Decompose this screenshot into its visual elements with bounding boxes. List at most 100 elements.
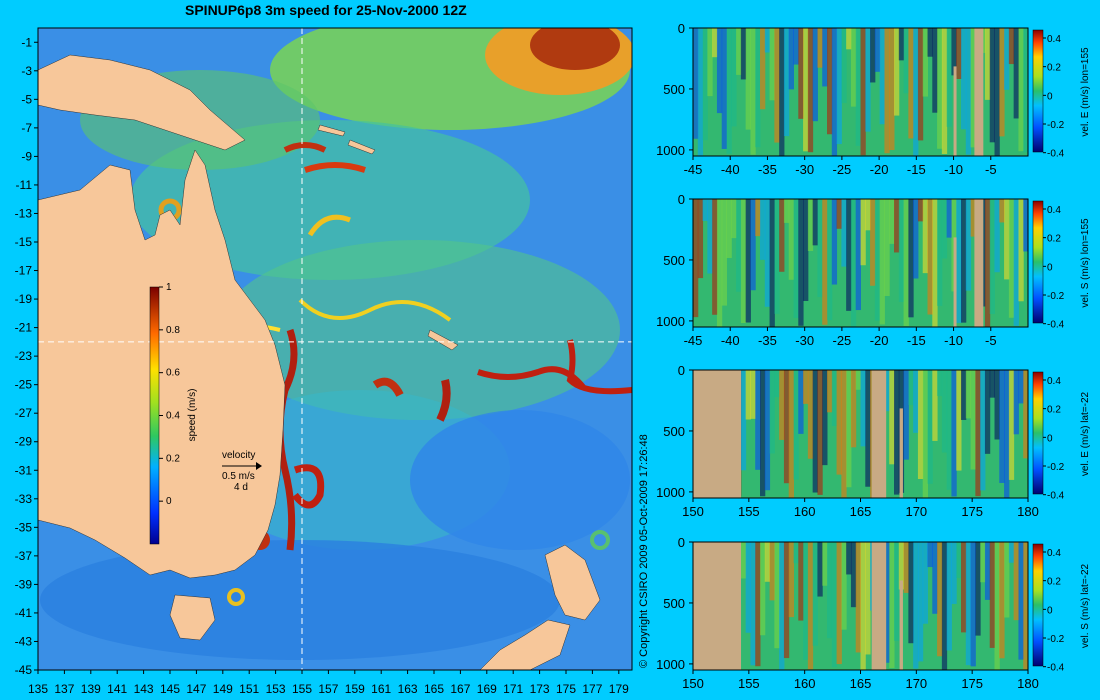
section-streak [779, 542, 785, 670]
section-streak [817, 28, 823, 68]
section-streak [994, 199, 1000, 273]
map-y-tick-label: -25 [15, 378, 33, 392]
map-x-tick-label: 179 [609, 682, 629, 696]
section-streak [941, 542, 948, 670]
map-y-tick-label: -1 [21, 35, 32, 49]
section-streak [922, 28, 928, 97]
section-streak [889, 370, 895, 465]
section-streak [951, 542, 957, 604]
section-streak [850, 370, 857, 448]
section-streak [836, 370, 842, 475]
section-streak [937, 28, 943, 149]
map-colorbar: 0 0.2 0.4 0.6 0.8 1 speed (m/s) [149, 282, 198, 545]
section-x-tick-label: 175 [961, 676, 983, 691]
section-colorbar-tick-label: -0.2 [1047, 291, 1065, 302]
section-streak [841, 542, 847, 630]
map-y-tick-label: -5 [21, 92, 32, 106]
section-streak [755, 542, 761, 667]
section-streak [922, 199, 928, 274]
section-streak [865, 199, 871, 231]
map-y-ticks: -1 -3 -5 -7 -9 -11 -13 -15 -17 -19 -21 -23 -25 -27 -29… [15, 35, 38, 677]
section-x-tick-label: 165 [850, 676, 872, 691]
section-streak [999, 370, 1005, 483]
section-x-tick-label: 155 [738, 504, 760, 519]
section-streak [994, 370, 1000, 440]
section-streak [774, 199, 780, 314]
section-streak [1018, 199, 1024, 302]
section-streak [803, 199, 809, 301]
section-y-tick-label: 1000 [656, 314, 685, 329]
section-colorbar-tick-label: 0.4 [1047, 548, 1061, 559]
section-streak [740, 199, 747, 324]
section-streak [788, 542, 794, 618]
section-streak [783, 542, 790, 659]
section-streak [760, 542, 766, 636]
section-streak [783, 370, 790, 484]
section-streak [855, 28, 861, 146]
section-colorbar-tick-label: -0.4 [1047, 491, 1065, 502]
section-streak [827, 28, 833, 135]
section-streak [726, 28, 732, 154]
section-streak [841, 28, 847, 104]
section-streak [827, 199, 833, 321]
section-frame [692, 198, 1029, 328]
map-x-tick-label: 155 [292, 682, 312, 696]
section-colorbar-tick-label: -0.2 [1047, 634, 1065, 645]
section-colorbar [1032, 371, 1044, 495]
section-streak [903, 370, 909, 460]
section-x-tick-label: -40 [721, 333, 740, 348]
section-streak [879, 199, 885, 325]
section-colorbar [1032, 200, 1044, 324]
section-x-tick-label: -25 [832, 162, 851, 177]
section-colorbar [1032, 543, 1044, 667]
section-streak [975, 542, 981, 636]
section-streak [874, 28, 881, 72]
section-streak [740, 542, 747, 579]
copyright-text: © Copyright CSIRO 2009 05-Oct-2009 17:26… [638, 434, 650, 668]
map-y-tick-label: -19 [15, 292, 33, 306]
section-streak [831, 28, 838, 156]
section-streak [822, 370, 828, 466]
section-streak [807, 199, 814, 251]
section-streak [1013, 28, 1019, 119]
section-x-tick-label: -45 [684, 162, 703, 177]
map-frame [37, 27, 633, 671]
section-streak [846, 370, 852, 488]
section-streak [956, 199, 962, 323]
section-y-tick-label: 500 [663, 596, 685, 611]
section-colorbar-tick-label: -0.4 [1047, 320, 1065, 331]
map-y-tick-label: -27 [15, 406, 33, 420]
section-x-tick-label: 160 [794, 676, 816, 691]
map-y-tick-label: -31 [15, 463, 33, 477]
section-streak [846, 28, 852, 50]
map-y-tick-label: -29 [15, 435, 33, 449]
map-y-tick-label: -13 [15, 206, 33, 220]
section-streak [721, 199, 727, 306]
map-y-tick-label: -21 [15, 321, 33, 335]
colorbar-tick-label: 0.8 [166, 325, 180, 336]
section-streak [841, 370, 847, 498]
map-x-tick-label: 161 [371, 682, 391, 696]
section-colorbar-label: vel. S (m/s) lat=-22 [1080, 563, 1091, 648]
section-streak [999, 199, 1005, 223]
section-streak [812, 28, 818, 122]
map-x-tick-label: 139 [81, 682, 101, 696]
section-streak [779, 199, 785, 272]
section-streak [774, 28, 780, 143]
section-streak [999, 542, 1005, 659]
section-streak [941, 199, 948, 259]
section-streak [836, 542, 842, 665]
section-land [899, 408, 903, 498]
section-streak [740, 28, 747, 80]
section-streak [984, 542, 991, 600]
section-streak [1008, 370, 1015, 480]
section-x-tick-label: 180 [1017, 504, 1039, 519]
section-streak [898, 542, 905, 590]
section-streak [1018, 370, 1024, 404]
section-streak [855, 542, 861, 653]
section-streak [946, 542, 952, 651]
section-streak [913, 28, 919, 156]
section-streak [1018, 542, 1024, 660]
section-streak [702, 199, 708, 221]
section-streak [697, 199, 704, 279]
